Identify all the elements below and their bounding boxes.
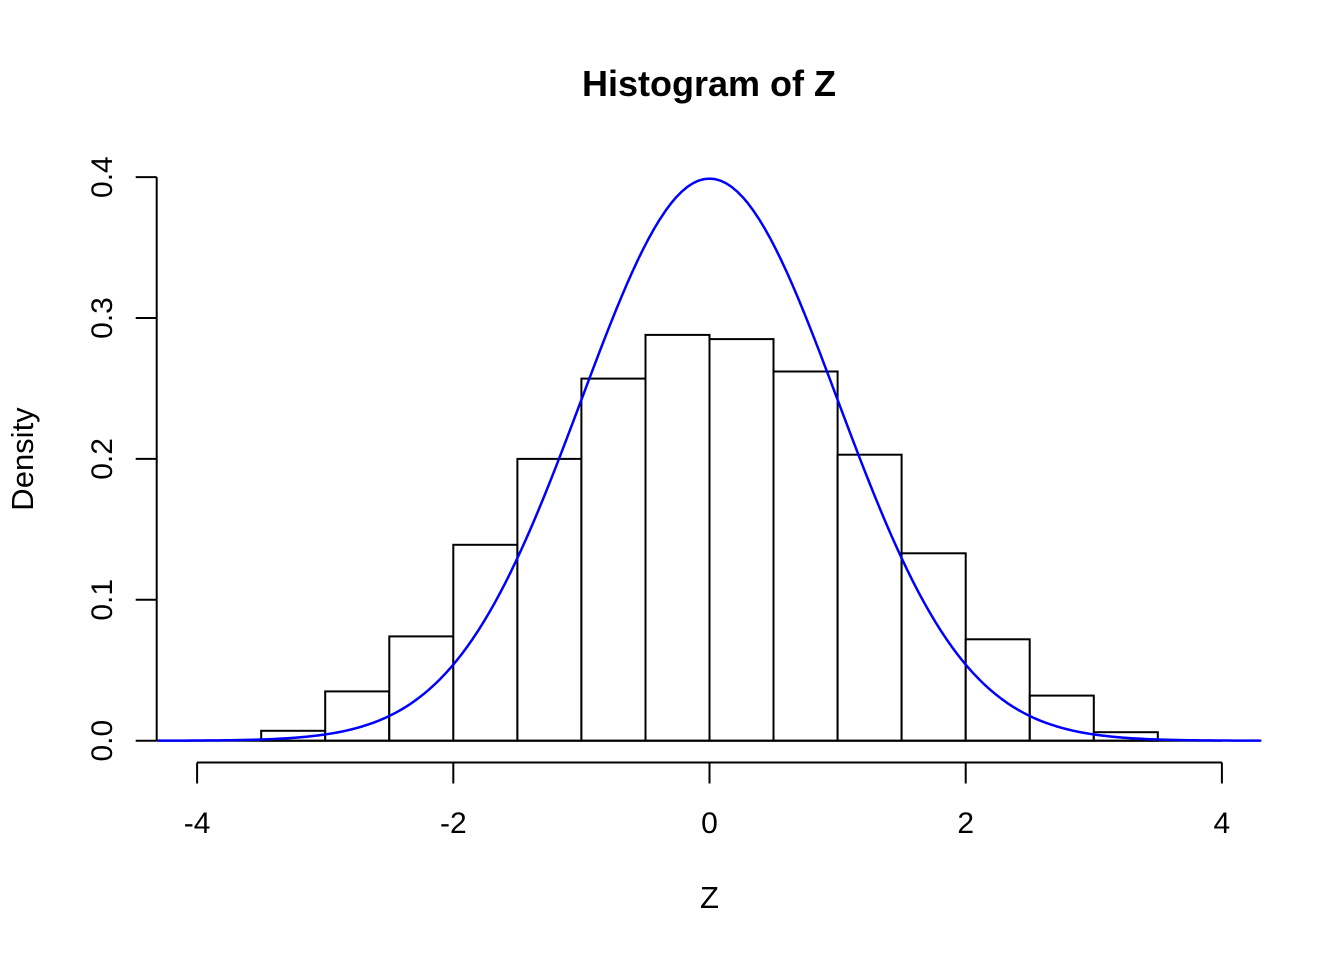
histogram-bar: [516, 457, 583, 742]
normal-curve-path: [157, 177, 1262, 742]
histogram-bar: [900, 552, 967, 742]
y-axis-label: Density: [5, 407, 40, 511]
y-tick-label: 0.0: [86, 720, 119, 762]
y-tick-label: 0.3: [86, 297, 119, 339]
y-axis-ticks: 0.0 0.1 0.2 0.3 0.4: [86, 156, 157, 762]
x-tick-label: 2: [957, 807, 974, 840]
histogram-bar: [708, 338, 775, 742]
histogram-bar: [388, 635, 455, 742]
histogram-bar: [580, 377, 647, 742]
histogram-bar: [836, 453, 903, 742]
histogram-bar: [452, 543, 519, 742]
histogram-bar: [644, 333, 711, 742]
histogram-bars: [260, 333, 1159, 742]
x-tick-label: -4: [184, 807, 211, 840]
x-axis-label: Z: [700, 880, 719, 915]
x-axis-ticks: -4 -2 0 2 4: [184, 762, 1231, 840]
normal-density-curve: [157, 177, 1262, 742]
y-tick-label: 0.1: [86, 579, 119, 621]
x-tick-label: 0: [701, 807, 718, 840]
x-tick-label: -2: [440, 807, 467, 840]
y-tick-label: 0.2: [86, 438, 119, 480]
histogram-bar: [964, 638, 1031, 742]
x-tick-label: 4: [1214, 807, 1231, 840]
y-axis: 0.0 0.1 0.2 0.3 0.4: [86, 156, 158, 762]
x-axis: -4 -2 0 2 4: [184, 761, 1231, 840]
histogram-bar: [772, 370, 839, 742]
y-tick-label: 0.4: [86, 156, 119, 198]
plot-title: Histogram of Z: [582, 63, 836, 104]
